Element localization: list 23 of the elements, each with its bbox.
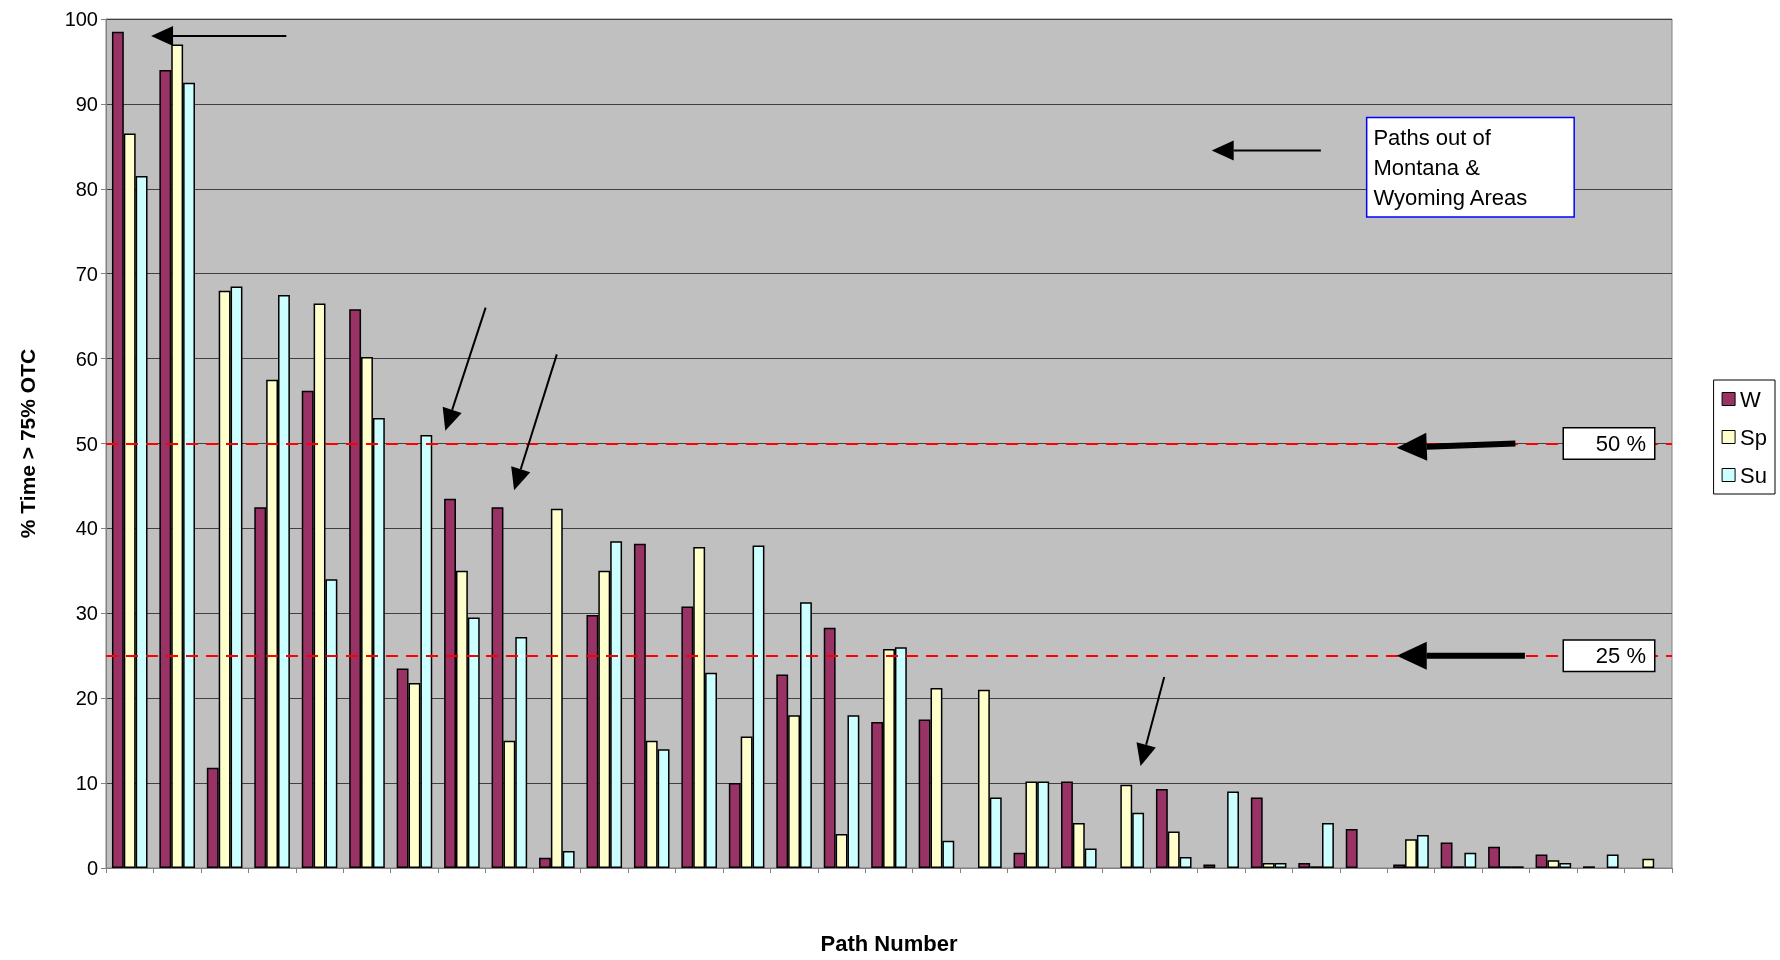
y-axis-title: % Time > 75% OTC <box>16 348 39 539</box>
x-axis-title: Path Number <box>820 930 958 956</box>
bar <box>1642 858 1655 868</box>
y-tick-label: 40 <box>75 517 98 540</box>
legend-label: Sp <box>1740 424 1768 450</box>
ref-line-label: 50 % <box>1595 431 1646 456</box>
legend-label: W <box>1740 386 1762 412</box>
y-tick-label: 50 <box>75 432 98 455</box>
bar <box>1345 828 1358 868</box>
y-tick-label: 80 <box>75 177 98 200</box>
bar <box>1606 854 1619 868</box>
legend-label: Su <box>1740 462 1768 488</box>
y-tick-label: 90 <box>75 92 98 115</box>
y-tick-label: 10 <box>75 772 98 795</box>
y-tick-label: 30 <box>75 602 98 625</box>
y-tick-label: 70 <box>75 262 98 285</box>
y-tick-label: 0 <box>86 857 98 879</box>
y-tick-label: 60 <box>75 347 98 370</box>
y-tick-label: 20 <box>75 687 98 710</box>
y-tick-label: 100 <box>64 8 98 30</box>
annotation: Paths out of Montana & Wyoming Areas <box>1373 124 1528 210</box>
bar <box>1227 791 1239 868</box>
ref-line-label: 25 % <box>1595 643 1646 669</box>
